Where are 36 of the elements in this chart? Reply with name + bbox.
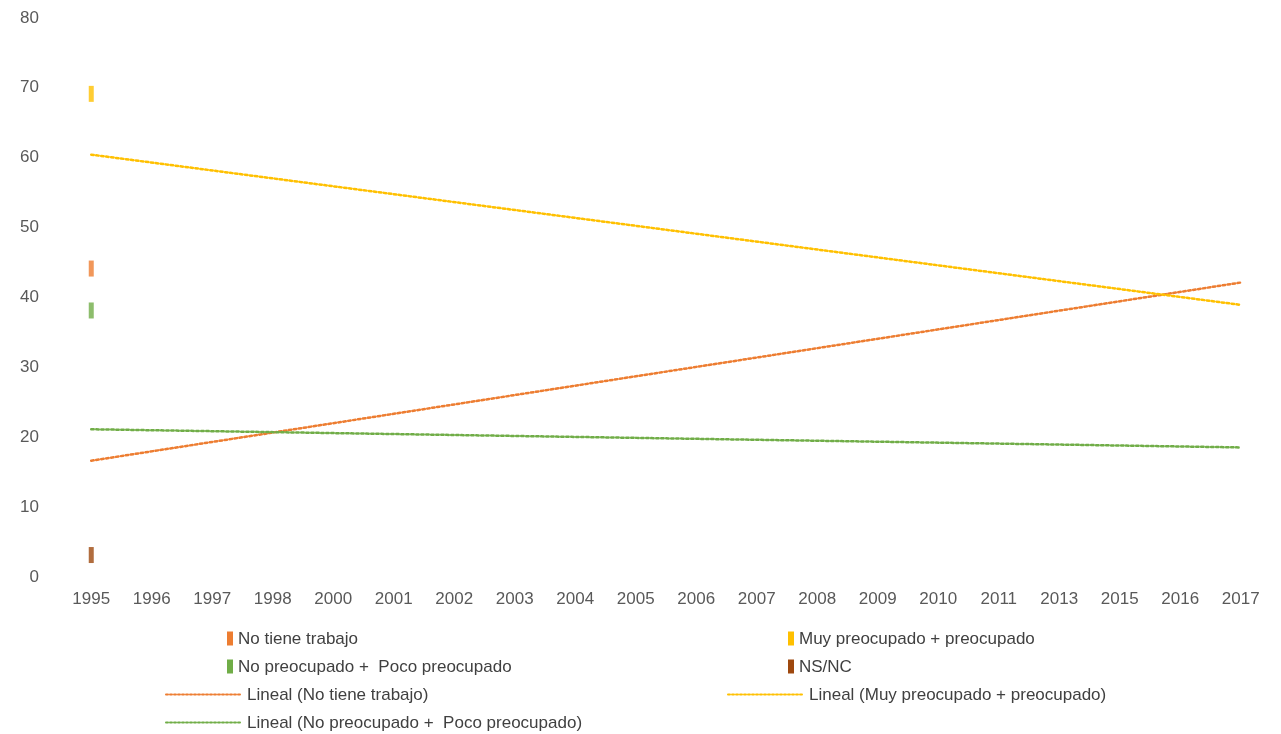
x-tick-label: 2007	[737, 589, 776, 608]
x-tick-label: 2011	[980, 589, 1018, 608]
y-tick-label: 60	[20, 147, 39, 167]
x-tick-label: 1997	[193, 589, 232, 608]
x-tick-label: 1998	[253, 589, 292, 608]
x-tick-label: 2015	[1100, 589, 1139, 608]
x-tick-label: 2010	[919, 589, 958, 608]
x-tick-label: 2003	[495, 589, 534, 608]
x-tick-label: 2000	[314, 589, 353, 608]
legend-label: No preocupado + Poco preocupado	[238, 657, 512, 676]
x-tick-label: 1996	[132, 589, 171, 608]
x-tick-label: 2001	[374, 589, 413, 608]
y-tick-label: 70	[20, 77, 39, 97]
legend-label: Lineal (No preocupado + Poco preocupado)	[247, 713, 583, 732]
x-tick-label: 2002	[435, 589, 474, 608]
x-tick-label: 2004	[556, 589, 595, 608]
x-tick-label: 2013	[1040, 589, 1079, 608]
y-tick-label: 50	[20, 217, 39, 237]
y-tick-label: 0	[29, 566, 39, 586]
y-tick-label: 30	[20, 356, 39, 376]
x-tick-label: 2005	[616, 589, 655, 608]
x-tick-label: 2008	[798, 589, 837, 608]
legend-label: Muy preocupado + preocupado	[799, 629, 1035, 648]
y-tick-label: 40	[20, 287, 39, 306]
y-tick-label: 80	[20, 7, 39, 27]
legend-label: NS/NC	[799, 657, 852, 676]
y-tick-label: 10	[20, 496, 39, 516]
x-tick-label: 2009	[858, 589, 897, 608]
x-tick-label: 2016	[1161, 589, 1200, 608]
legend-label: No tiene trabajo	[238, 629, 359, 648]
legend-label: Lineal (No tiene trabajo)	[247, 685, 429, 704]
x-tick-label: 1995	[72, 589, 111, 608]
x-tick-label: 2006	[677, 589, 716, 608]
y-tick-label: 20	[20, 426, 39, 446]
x-tick-label: 2017	[1221, 589, 1260, 608]
legend-label: Lineal (Muy preocupado + preocupado)	[809, 685, 1107, 704]
